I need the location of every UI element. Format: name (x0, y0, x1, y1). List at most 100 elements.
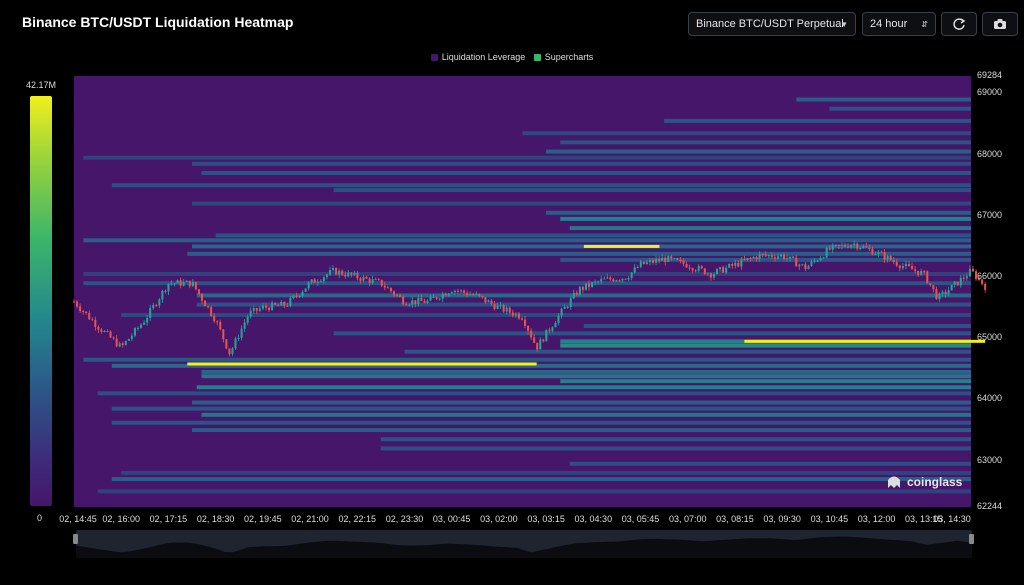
candle-body (932, 285, 935, 290)
candle-body (271, 302, 274, 311)
candle-body (411, 300, 414, 305)
x-tick-label: 02, 16:00 (102, 514, 140, 524)
candle-body (496, 305, 499, 309)
candle-body (396, 294, 399, 296)
colorbar (30, 96, 52, 506)
candle-body (801, 264, 804, 266)
legend-label: Liquidation Leverage (441, 52, 526, 62)
coinglass-logo-icon (888, 476, 900, 488)
candle-body (874, 253, 877, 255)
candle-body (667, 256, 670, 262)
candle-body (715, 269, 718, 275)
candle-body (255, 307, 258, 311)
x-tick-label: 03, 08:15 (716, 514, 754, 524)
liquidation-band (201, 412, 972, 417)
range-select[interactable]: 24 hour ⇵ (862, 12, 936, 36)
candle-body (603, 278, 606, 280)
liquidation-band (196, 302, 971, 307)
candle-body (511, 312, 514, 316)
candle-body (761, 254, 764, 256)
legend-item-liquidation[interactable]: Liquidation Leverage (430, 52, 526, 62)
candle-body (82, 310, 85, 312)
navigator-left-handle[interactable] (73, 534, 78, 544)
candle-body (834, 244, 837, 246)
candle-body (527, 325, 530, 331)
liquidation-band (192, 244, 972, 249)
candle-body (886, 255, 889, 260)
candle-body (426, 300, 429, 303)
refresh-button[interactable] (941, 12, 977, 36)
candle-body (392, 291, 395, 295)
candle-body (213, 315, 216, 322)
candle-body (277, 304, 280, 306)
pair-select[interactable]: Binance BTC/USDT Perpetual ▼ (688, 12, 856, 36)
candle-body (258, 308, 261, 311)
screenshot-button[interactable] (982, 12, 1018, 36)
liquidation-band (664, 118, 971, 123)
candle-body (822, 257, 825, 259)
candle-body (889, 255, 892, 261)
liquidation-band (546, 149, 971, 154)
candle-body (871, 248, 874, 255)
candle-body (231, 348, 234, 355)
candle-body (560, 308, 563, 316)
candle-body (895, 262, 898, 266)
candle-body (627, 278, 630, 280)
x-tick-label: 02, 14:45 (59, 514, 97, 524)
candle-body (237, 337, 240, 339)
chevron-down-icon: ▼ (840, 19, 848, 29)
range-select-value: 24 hour (870, 18, 908, 30)
candle-body (847, 246, 850, 248)
x-tick-label: 02, 18:30 (196, 514, 235, 524)
candle-body (146, 317, 149, 323)
candle-body (789, 256, 792, 259)
time-navigator[interactable] (76, 530, 972, 558)
candle-body (207, 306, 210, 308)
candle-body (487, 300, 490, 303)
candle-body (441, 293, 444, 299)
candle-body (578, 286, 581, 295)
y-tick-label: 66000 (977, 271, 1003, 282)
liquidation-band (83, 357, 971, 362)
candle-body (127, 338, 130, 341)
liquidation-hotspot (583, 244, 660, 248)
liquidation-band (201, 374, 972, 379)
candle-body (655, 258, 658, 263)
y-tick-label: 65000 (977, 332, 1003, 343)
candle-body (825, 248, 828, 258)
candle-body (862, 246, 865, 249)
candle-body (341, 270, 344, 275)
x-tick-label: 03, 00:45 (432, 514, 471, 524)
candle-body (399, 295, 402, 297)
candle-body (542, 339, 545, 342)
legend-item-supercharts[interactable]: Supercharts (533, 52, 593, 62)
candle-body (493, 303, 496, 309)
y-tick-label: 68000 (977, 148, 1003, 159)
candle-body (853, 243, 856, 245)
liquidation-hotspot (744, 339, 986, 343)
candle-body (807, 265, 810, 270)
candle-body (956, 281, 959, 286)
candle-body (289, 298, 292, 306)
candle-body (831, 245, 834, 250)
candle-body (691, 268, 694, 271)
candle-body (520, 318, 523, 320)
y-tick-label: 63000 (977, 454, 1003, 465)
candle-body (554, 322, 557, 328)
candle-body (868, 247, 871, 249)
candle-body (779, 254, 782, 257)
liquidation-band (192, 400, 972, 405)
candle-body (505, 307, 508, 312)
candle-body (386, 287, 389, 289)
candle-body (697, 266, 700, 271)
candle-body (408, 304, 411, 306)
page-title: Binance BTC/USDT Liquidation Heatmap (22, 14, 294, 30)
candle-body (322, 277, 325, 282)
candle-body (100, 329, 103, 332)
y-tick-label: 69000 (977, 87, 1003, 98)
navigator-right-handle[interactable] (969, 534, 974, 544)
liquidation-band (83, 271, 971, 276)
candle-body (356, 272, 359, 279)
candle-body (85, 311, 88, 314)
